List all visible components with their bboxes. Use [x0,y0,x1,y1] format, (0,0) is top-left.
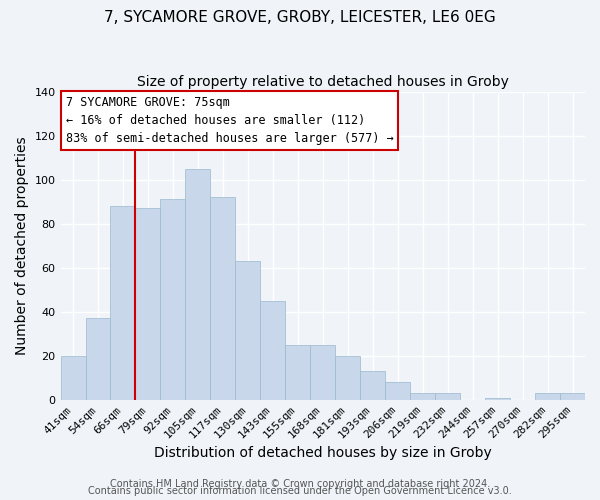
Bar [86,318,110,400]
Bar [560,394,585,400]
Bar [360,371,385,400]
Bar [310,345,335,400]
Text: 7, SYCAMORE GROVE, GROBY, LEICESTER, LE6 0EG: 7, SYCAMORE GROVE, GROBY, LEICESTER, LE6… [104,10,496,25]
Bar [136,208,160,400]
Bar [160,200,185,400]
Bar [185,168,211,400]
Y-axis label: Number of detached properties: Number of detached properties [15,136,29,355]
Title: Size of property relative to detached houses in Groby: Size of property relative to detached ho… [137,75,509,89]
X-axis label: Distribution of detached houses by size in Groby: Distribution of detached houses by size … [154,446,491,460]
Bar [211,198,235,400]
Bar [410,394,435,400]
Bar [260,301,286,400]
Bar [435,394,460,400]
Bar [335,356,360,400]
Bar [61,356,86,400]
Bar [485,398,510,400]
Bar [286,345,310,400]
Bar [535,394,560,400]
Text: Contains public sector information licensed under the Open Government Licence v3: Contains public sector information licen… [88,486,512,496]
Text: 7 SYCAMORE GROVE: 75sqm
← 16% of detached houses are smaller (112)
83% of semi-d: 7 SYCAMORE GROVE: 75sqm ← 16% of detache… [65,96,393,145]
Bar [110,206,136,400]
Text: Contains HM Land Registry data © Crown copyright and database right 2024.: Contains HM Land Registry data © Crown c… [110,479,490,489]
Bar [385,382,410,400]
Bar [235,261,260,400]
